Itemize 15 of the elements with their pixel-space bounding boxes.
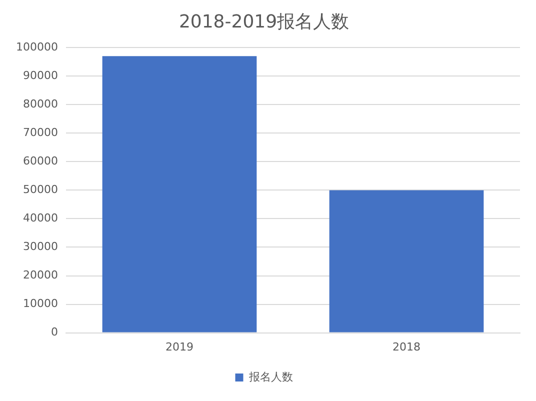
y-tick-label: 70000: [22, 126, 58, 140]
x-tick-label: 2018: [392, 340, 420, 354]
y-tick-label: 100000: [16, 40, 58, 54]
legend-label: 报名人数: [248, 370, 293, 384]
y-tick-label: 20000: [22, 268, 58, 282]
chart-title: 2018-2019报名人数: [178, 11, 350, 32]
y-tick-label: 30000: [22, 240, 58, 254]
y-tick-label: 60000: [22, 154, 58, 168]
y-tick-label: 10000: [22, 297, 58, 310]
y-tick-label: 40000: [22, 212, 58, 225]
y-tick-label: 80000: [22, 98, 58, 110]
y-tick-label: 50000: [22, 183, 58, 196]
y-tick-label: 90000: [22, 68, 58, 82]
y-tick-label: 0: [50, 326, 58, 339]
x-tick-label: 2019: [165, 340, 194, 354]
